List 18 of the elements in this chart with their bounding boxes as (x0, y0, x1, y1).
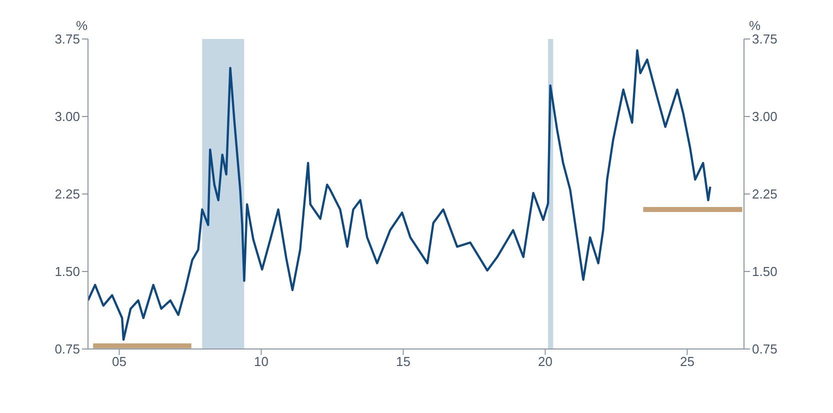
x-tick-label: 20 (538, 354, 552, 370)
y-tick-label: 3.00 (54, 109, 80, 124)
y2-tick-label: 3.00 (752, 109, 778, 124)
y2-tick-label: 2.25 (752, 186, 778, 202)
x-tick-label: 10 (254, 354, 268, 370)
y-tick-label: 1.50 (54, 264, 80, 280)
y2-axis-title: % (749, 18, 761, 33)
x-tick-label: 25 (680, 354, 694, 370)
y2-tick-label: 0.75 (752, 342, 778, 357)
y-tick-label: 0.75 (54, 342, 80, 357)
y2-tick-label: 1.50 (752, 264, 778, 280)
line-series (88, 49, 712, 341)
x-tick-label: 05 (112, 354, 126, 370)
y-tick-label: 3.75 (54, 32, 80, 47)
x-tick-label: 15 (396, 354, 410, 370)
y-axis-title: % (76, 18, 88, 33)
y2-tick-label: 3.75 (752, 32, 778, 47)
y-tick-label: 2.25 (54, 186, 80, 202)
